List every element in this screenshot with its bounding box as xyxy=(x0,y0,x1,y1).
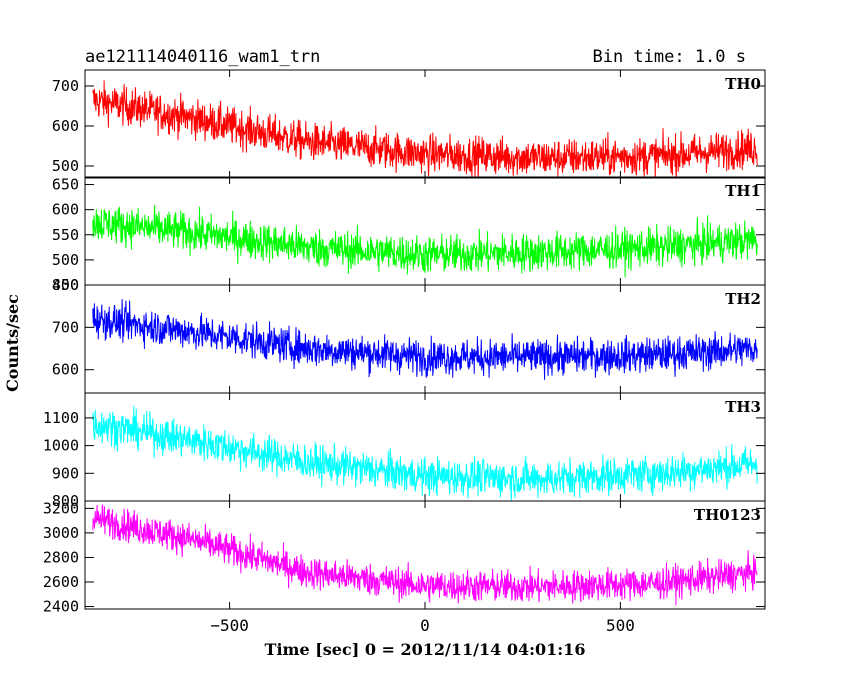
y-tick-label: 1000 xyxy=(43,437,79,455)
panel-label: TH2 xyxy=(725,290,761,308)
y-tick-label: 600 xyxy=(52,201,79,219)
y-tick-label: 700 xyxy=(52,77,79,95)
y-tick-label: 500 xyxy=(52,157,79,175)
y-tick-label: 700 xyxy=(52,318,79,336)
y-tick-label: 3000 xyxy=(43,524,79,542)
y-axis-label: Counts/sec xyxy=(3,294,22,392)
y-tick-label: 2600 xyxy=(43,573,79,591)
y-tick-label: 2400 xyxy=(43,598,79,616)
y-tick-label: 900 xyxy=(52,464,79,482)
panel-label: TH1 xyxy=(725,182,761,200)
y-tick-label: 800 xyxy=(52,276,79,294)
series-line-th2 xyxy=(92,299,758,380)
bin-time-label: Bin time: 1.0 s xyxy=(592,47,746,67)
x-tick-label: −500 xyxy=(210,616,249,635)
panel-label: TH3 xyxy=(725,398,761,416)
panel-label: TH0123 xyxy=(694,506,761,524)
y-tick-label: 650 xyxy=(52,176,79,194)
y-tick-label: 550 xyxy=(52,226,79,244)
chart-title: ae121114040116_wam1_trn xyxy=(85,47,320,67)
panel-frame-th0123 xyxy=(84,500,766,610)
y-tick-label: 800 xyxy=(52,492,79,510)
series-line-th1 xyxy=(92,205,758,278)
series-line-th0123 xyxy=(92,504,758,606)
series-line-th3 xyxy=(92,405,758,501)
y-tick-label: 3200 xyxy=(43,499,79,517)
y-tick-label: 450 xyxy=(52,276,79,294)
y-tick-label: 1100 xyxy=(43,409,79,427)
x-tick-label: 500 xyxy=(606,616,635,635)
y-tick-label: 600 xyxy=(52,117,79,135)
series-line-th0 xyxy=(92,80,758,178)
panel-label: TH0 xyxy=(725,75,761,93)
panels-group: 500 600 700 TH0 450 500 550 600 650 TH1 600 700 800 T… xyxy=(43,69,766,635)
y-tick-label: 600 xyxy=(52,361,79,379)
x-tick-label: 0 xyxy=(420,616,430,635)
x-axis-label: Time [sec] 0 = 2012/11/14 04:01:16 xyxy=(265,640,586,659)
y-tick-label: 2800 xyxy=(43,548,79,566)
y-tick-label: 500 xyxy=(52,251,79,269)
